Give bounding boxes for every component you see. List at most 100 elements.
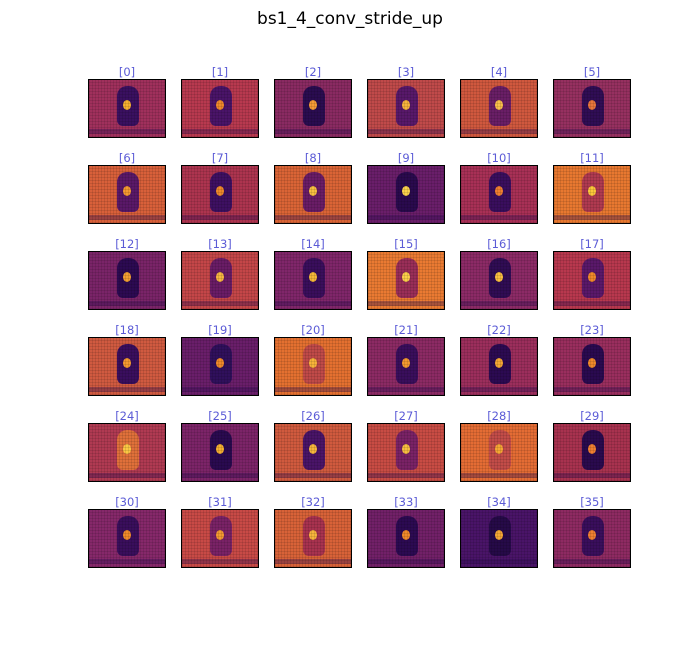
channel-label: [31] <box>208 495 232 509</box>
heatmap-texture <box>461 338 537 395</box>
feature-map-cell: [5] <box>553 65 631 145</box>
feature-map-cell: [18] <box>88 323 166 403</box>
activation-heatmap <box>181 79 259 138</box>
feature-map-cell: [17] <box>553 237 631 317</box>
activation-hotspot <box>216 100 224 110</box>
heatmap-texture <box>182 166 258 223</box>
heatmap-bottom-band <box>182 559 258 564</box>
activation-heatmap <box>460 165 538 224</box>
activation-hotspot <box>495 100 503 110</box>
activation-hotspot <box>402 100 410 110</box>
heatmap-texture <box>182 424 258 481</box>
feature-map-cell: [26] <box>274 409 352 489</box>
feature-map-cell: [29] <box>553 409 631 489</box>
feature-map-cell: [21] <box>367 323 445 403</box>
channel-label: [23] <box>580 323 604 337</box>
activation-heatmap <box>367 165 445 224</box>
heatmap-texture <box>368 80 444 137</box>
channel-label: [12] <box>115 237 139 251</box>
activation-hotspot <box>309 186 317 196</box>
channel-label: [25] <box>208 409 232 423</box>
feature-map-cell: [6] <box>88 151 166 231</box>
heatmap-bottom-band <box>368 387 444 392</box>
channel-label: [17] <box>580 237 604 251</box>
channel-label: [28] <box>487 409 511 423</box>
activation-hotspot <box>588 100 596 110</box>
activation-hotspot <box>123 444 131 454</box>
activation-hotspot <box>123 186 131 196</box>
feature-map-cell: [3] <box>367 65 445 145</box>
heatmap-texture <box>461 424 537 481</box>
feature-map-cell: [19] <box>181 323 259 403</box>
heatmap-bottom-band <box>182 129 258 134</box>
channel-label: [20] <box>301 323 325 337</box>
heatmap-texture <box>89 252 165 309</box>
heatmap-bottom-band <box>89 129 165 134</box>
heatmap-bottom-band <box>554 129 630 134</box>
channel-label: [9] <box>397 151 415 165</box>
activation-hotspot <box>216 272 224 282</box>
feature-map-cell: [30] <box>88 495 166 575</box>
activation-hotspot <box>216 358 224 368</box>
heatmap-bottom-band <box>275 387 351 392</box>
heatmap-bottom-band <box>554 473 630 478</box>
heatmap-bottom-band <box>554 387 630 392</box>
heatmap-texture <box>368 338 444 395</box>
channel-label: [22] <box>487 323 511 337</box>
heatmap-bottom-band <box>89 473 165 478</box>
channel-label: [1] <box>211 65 229 79</box>
activation-hotspot <box>216 186 224 196</box>
channel-label: [2] <box>304 65 322 79</box>
channel-label: [7] <box>211 151 229 165</box>
heatmap-texture <box>554 80 630 137</box>
activation-hotspot <box>588 272 596 282</box>
activation-heatmap <box>274 251 352 310</box>
activation-heatmap <box>553 79 631 138</box>
heatmap-bottom-band <box>554 559 630 564</box>
channel-label: [24] <box>115 409 139 423</box>
activation-heatmap <box>553 509 631 568</box>
channel-label: [6] <box>118 151 136 165</box>
channel-label: [27] <box>394 409 418 423</box>
heatmap-texture <box>554 510 630 567</box>
activation-heatmap <box>274 423 352 482</box>
heatmap-bottom-band <box>275 559 351 564</box>
feature-map-cell: [9] <box>367 151 445 231</box>
heatmap-texture <box>461 510 537 567</box>
heatmap-texture <box>275 166 351 223</box>
activation-hotspot <box>588 530 596 540</box>
activation-heatmap <box>88 79 166 138</box>
heatmap-bottom-band <box>89 387 165 392</box>
channel-label: [32] <box>301 495 325 509</box>
feature-map-cell: [25] <box>181 409 259 489</box>
heatmap-bottom-band <box>461 215 537 220</box>
channel-label: [15] <box>394 237 418 251</box>
feature-map-cell: [11] <box>553 151 631 231</box>
activation-hotspot <box>495 358 503 368</box>
activation-hotspot <box>495 444 503 454</box>
feature-map-cell: [31] <box>181 495 259 575</box>
activation-heatmap <box>553 337 631 396</box>
channel-label: [3] <box>397 65 415 79</box>
feature-map-cell: [0] <box>88 65 166 145</box>
heatmap-bottom-band <box>182 387 258 392</box>
activation-heatmap <box>460 337 538 396</box>
channel-label: [10] <box>487 151 511 165</box>
activation-heatmap <box>181 509 259 568</box>
activation-hotspot <box>588 186 596 196</box>
feature-map-cell: [28] <box>460 409 538 489</box>
activation-hotspot <box>402 186 410 196</box>
activation-hotspot <box>402 444 410 454</box>
heatmap-bottom-band <box>554 301 630 306</box>
heatmap-texture <box>368 424 444 481</box>
heatmap-texture <box>275 424 351 481</box>
heatmap-texture <box>89 166 165 223</box>
channel-label: [34] <box>487 495 511 509</box>
feature-map-cell: [16] <box>460 237 538 317</box>
channel-label: [14] <box>301 237 325 251</box>
heatmap-bottom-band <box>275 215 351 220</box>
heatmap-texture <box>89 338 165 395</box>
heatmap-texture <box>275 510 351 567</box>
heatmap-bottom-band <box>182 473 258 478</box>
heatmap-bottom-band <box>182 301 258 306</box>
